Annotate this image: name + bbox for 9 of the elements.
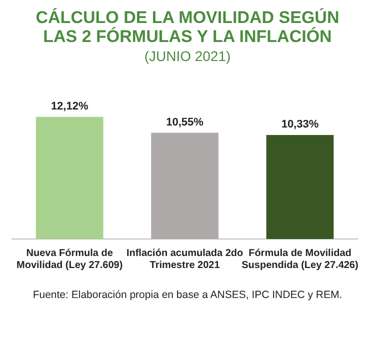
data-label: 12,12% <box>50 100 88 112</box>
source-note: Fuente: Elaboración propia en base a ANSES, IPC INDEC y REM. <box>32 289 344 301</box>
data-label: 10,55% <box>166 116 204 128</box>
x-tick-label: Inflación acumulada 2do Trimestre 2021 <box>126 248 244 271</box>
x-tick-label: Nueva Fórmula de Movilidad (Ley 27.609) <box>16 248 123 271</box>
chart-title: CÁLCULO DE LA MOVILIDAD SEGÚN LAS 2 FÓRMULAS Y LA INFLACIÓN <box>34 8 340 46</box>
data-label: 10,33% <box>281 118 319 130</box>
x-tick-label: Fórmula de Movilidad Suspendida (Ley 27.426) <box>242 248 358 271</box>
chart-subtitle: (JUNIO 2021) <box>143 48 232 64</box>
